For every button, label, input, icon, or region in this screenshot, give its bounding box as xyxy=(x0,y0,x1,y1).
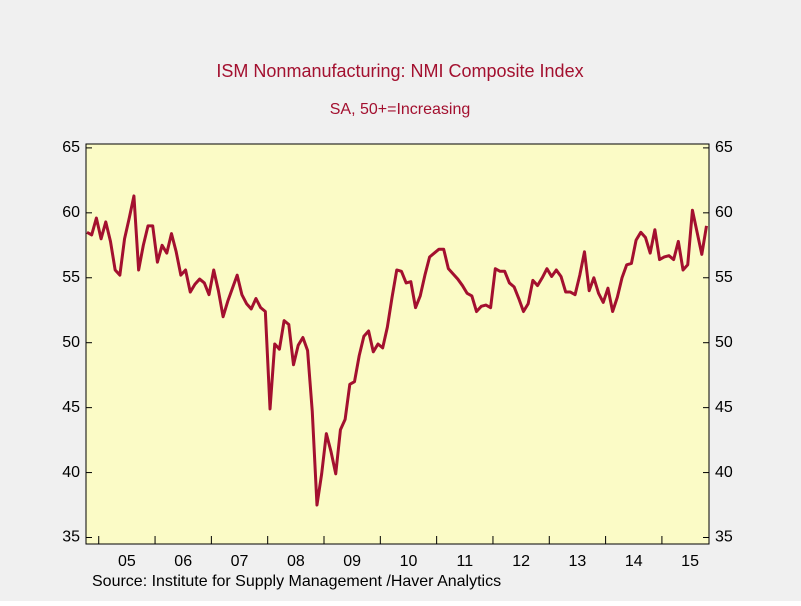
y-tick-label: 50 xyxy=(62,334,80,351)
y2-tick-label: 35 xyxy=(715,529,733,546)
x-tick-label: 06 xyxy=(174,553,192,570)
x-tick-label: 05 xyxy=(118,553,136,570)
y-tick-label: 40 xyxy=(62,464,80,481)
x-tick-label: 13 xyxy=(569,553,587,570)
x-tick-label: 10 xyxy=(400,553,418,570)
y2-tick-label: 60 xyxy=(715,204,733,221)
data-line xyxy=(86,194,708,507)
y2-tick-label: 55 xyxy=(715,269,733,286)
y-tick-label: 55 xyxy=(62,269,80,286)
y2-tick-label: 40 xyxy=(715,464,733,481)
x-tick-label: 15 xyxy=(681,553,699,570)
x-tick-label: 07 xyxy=(231,553,249,570)
chart-title: ISM Nonmanufacturing: NMI Composite Inde… xyxy=(216,61,583,81)
y-tick-label: 35 xyxy=(62,529,80,546)
y-tick-label: 45 xyxy=(62,399,80,416)
plot-frame xyxy=(85,143,710,545)
plot-area xyxy=(86,144,709,544)
y-tick-label: 65 xyxy=(62,139,80,156)
x-tick-label: 12 xyxy=(512,553,530,570)
y2-tick-label: 65 xyxy=(715,139,733,156)
y2-tick-label: 50 xyxy=(715,334,733,351)
x-tick-label: 14 xyxy=(625,553,643,570)
y-tick-label: 60 xyxy=(62,204,80,221)
source-note: Source: Institute for Supply Management … xyxy=(92,573,501,590)
chart-subtitle: SA, 50+=Increasing xyxy=(330,101,471,118)
x-tick-label: 08 xyxy=(287,553,305,570)
x-tick-label: 09 xyxy=(343,553,361,570)
y2-tick-label: 45 xyxy=(715,399,733,416)
x-tick-label: 11 xyxy=(456,553,473,570)
